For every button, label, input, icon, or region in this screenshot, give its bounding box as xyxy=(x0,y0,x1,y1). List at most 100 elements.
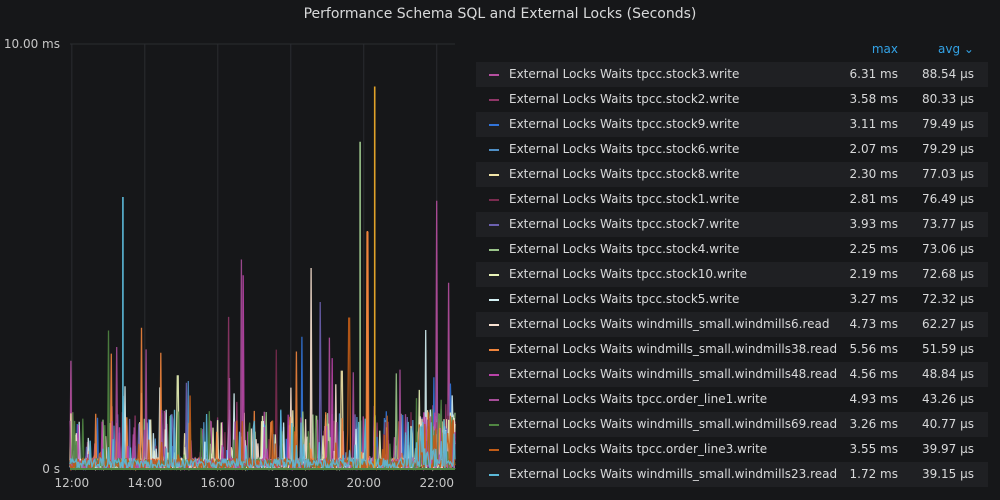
legend-max-value: 3.26 ms xyxy=(849,417,898,431)
legend-avg-value: 72.68 µs xyxy=(921,267,974,281)
y-tick-label: 10.00 ms xyxy=(4,37,60,51)
legend-color-swatch[interactable] xyxy=(489,199,499,201)
time-series-chart[interactable]: 0 s 10.00 ms 12:00 14:00 16:00 18:00 20:00 22:… xyxy=(0,30,462,500)
legend-max-value: 4.73 ms xyxy=(849,317,898,331)
x-tick-label: 22:00 xyxy=(419,476,454,490)
y-axis: 0 s 10.00 ms xyxy=(4,37,60,476)
legend-max-value: 3.11 ms xyxy=(849,117,898,131)
legend-color-swatch[interactable] xyxy=(489,99,499,101)
x-tick-label: 12:00 xyxy=(55,476,90,490)
legend-series-name[interactable]: External Locks Waits tpcc.stock5.write xyxy=(509,292,740,306)
legend-series-name[interactable]: External Locks Waits tpcc.stock4.write xyxy=(509,242,740,256)
legend-avg-value: 88.54 µs xyxy=(921,67,974,81)
x-axis: 12:00 14:00 16:00 18:00 20:00 22:00 xyxy=(55,476,455,490)
legend-avg-value: 77.03 µs xyxy=(921,167,974,181)
legend-avg-value: 39.15 µs xyxy=(921,467,974,481)
legend-avg-value: 73.77 µs xyxy=(921,217,974,231)
legend-max-value: 2.07 ms xyxy=(849,142,898,156)
legend-color-swatch[interactable] xyxy=(489,274,499,276)
legend-color-swatch[interactable] xyxy=(489,399,499,401)
x-tick-label: 20:00 xyxy=(346,476,381,490)
legend-avg-value: 73.06 µs xyxy=(921,242,974,256)
legend-avg-value: 76.49 µs xyxy=(921,192,974,206)
legend-max-value: 4.56 ms xyxy=(849,367,898,381)
legend-header: max avg ⌄ xyxy=(476,38,988,62)
legend-avg-value: 39.97 µs xyxy=(921,442,974,456)
legend-row[interactable]: External Locks Waits windmills_small.win… xyxy=(476,462,988,487)
legend-row[interactable]: External Locks Waits tpcc.order_line3.wr… xyxy=(476,437,988,462)
legend-max-value: 2.25 ms xyxy=(849,242,898,256)
legend-color-swatch[interactable] xyxy=(489,299,499,301)
legend-max-value: 1.72 ms xyxy=(849,467,898,481)
legend-series-name[interactable]: External Locks Waits windmills_small.win… xyxy=(509,367,838,381)
legend-series-name[interactable]: External Locks Waits tpcc.stock1.write xyxy=(509,192,740,206)
legend-max-value: 3.93 ms xyxy=(849,217,898,231)
series-lines xyxy=(69,86,456,472)
legend-max-value: 4.93 ms xyxy=(849,392,898,406)
legend-color-swatch[interactable] xyxy=(489,474,499,476)
legend-color-swatch[interactable] xyxy=(489,149,499,151)
legend-avg-value: 79.29 µs xyxy=(921,142,974,156)
legend-color-swatch[interactable] xyxy=(489,224,499,226)
x-tick-label: 14:00 xyxy=(128,476,163,490)
legend-series-name[interactable]: External Locks Waits windmills_small.win… xyxy=(509,467,838,481)
legend-series-name[interactable]: External Locks Waits tpcc.order_line3.wr… xyxy=(509,442,768,456)
legend-row[interactable]: External Locks Waits tpcc.stock1.write 2.… xyxy=(476,187,988,212)
legend-series-name[interactable]: External Locks Waits tpcc.stock10.write xyxy=(509,267,748,281)
legend-row[interactable]: External Locks Waits windmills_small.win… xyxy=(476,412,988,437)
legend-avg-value: 72.32 µs xyxy=(921,292,974,306)
legend-avg-value: 79.49 µs xyxy=(921,117,974,131)
legend-color-swatch[interactable] xyxy=(489,74,499,76)
legend-color-swatch[interactable] xyxy=(489,449,499,451)
legend-color-swatch[interactable] xyxy=(489,349,499,351)
legend-row[interactable]: External Locks Waits tpcc.stock9.write 3.… xyxy=(476,112,988,137)
x-tick-label: 18:00 xyxy=(273,476,308,490)
legend-max-value: 2.30 ms xyxy=(849,167,898,181)
legend-max-value: 5.56 ms xyxy=(849,342,898,356)
sort-max-header[interactable]: max xyxy=(871,42,898,56)
legend-avg-value: 43.26 µs xyxy=(921,392,974,406)
legend-row[interactable]: External Locks Waits windmills_small.win… xyxy=(476,362,988,387)
legend-color-swatch[interactable] xyxy=(489,324,499,326)
legend-max-value: 2.19 ms xyxy=(849,267,898,281)
legend-color-swatch[interactable] xyxy=(489,249,499,251)
legend-series-name[interactable]: External Locks Waits tpcc.order_line1.wr… xyxy=(509,392,768,406)
legend-row[interactable]: External Locks Waits tpcc.stock3.write 6.… xyxy=(476,62,988,87)
legend-color-swatch[interactable] xyxy=(489,424,499,426)
legend-max-value: 3.55 ms xyxy=(849,442,898,456)
legend-max-value: 6.31 ms xyxy=(849,67,898,81)
legend-series-name[interactable]: External Locks Waits tpcc.stock8.write xyxy=(509,167,740,181)
legend-avg-value: 51.59 µs xyxy=(921,342,974,356)
legend-series-name[interactable]: External Locks Waits windmills_small.win… xyxy=(509,417,838,431)
legend-row[interactable]: External Locks Waits tpcc.stock5.write 3.… xyxy=(476,287,988,312)
legend-row[interactable]: External Locks Waits tpcc.stock2.write 3.… xyxy=(476,87,988,112)
legend-series-name[interactable]: External Locks Waits tpcc.stock3.write xyxy=(509,67,740,81)
legend-row[interactable]: External Locks Waits tpcc.stock8.write 2.… xyxy=(476,162,988,187)
x-tick-label: 16:00 xyxy=(200,476,235,490)
legend-row[interactable]: External Locks Waits tpcc.order_line1.wr… xyxy=(476,387,988,412)
sort-avg-header[interactable]: avg ⌄ xyxy=(938,42,974,56)
legend-series-name[interactable]: External Locks Waits tpcc.stock7.write xyxy=(509,217,740,231)
y-tick-label: 0 s xyxy=(42,462,60,476)
legend-row[interactable]: External Locks Waits windmills_small.win… xyxy=(476,312,988,337)
legend-series-name[interactable]: External Locks Waits windmills_small.win… xyxy=(509,317,830,331)
legend-max-value: 2.81 ms xyxy=(849,192,898,206)
legend-color-swatch[interactable] xyxy=(489,174,499,176)
legend-avg-value: 40.77 µs xyxy=(921,417,974,431)
legend-row[interactable]: External Locks Waits windmills_small.win… xyxy=(476,337,988,362)
legend-series-name[interactable]: External Locks Waits tpcc.stock6.write xyxy=(509,142,740,156)
legend-row[interactable]: External Locks Waits tpcc.stock6.write 2.… xyxy=(476,137,988,162)
legend-row[interactable]: External Locks Waits tpcc.stock4.write 2.… xyxy=(476,237,988,262)
legend-series-name[interactable]: External Locks Waits windmills_small.win… xyxy=(509,342,838,356)
legend-max-value: 3.27 ms xyxy=(849,292,898,306)
legend-table: max avg ⌄ External Locks Waits tpcc.stoc… xyxy=(476,38,988,487)
legend-series-name[interactable]: External Locks Waits tpcc.stock2.write xyxy=(509,92,740,106)
chart-title: Performance Schema SQL and External Lock… xyxy=(303,6,697,22)
legend-row[interactable]: External Locks Waits tpcc.stock10.write 2… xyxy=(476,262,988,287)
legend-avg-value: 80.33 µs xyxy=(921,92,974,106)
legend-row[interactable]: External Locks Waits tpcc.stock7.write 3.… xyxy=(476,212,988,237)
legend-color-swatch[interactable] xyxy=(489,124,499,126)
legend-series-name[interactable]: External Locks Waits tpcc.stock9.write xyxy=(509,117,740,131)
legend-color-swatch[interactable] xyxy=(489,374,499,376)
legend-max-value: 3.58 ms xyxy=(849,92,898,106)
